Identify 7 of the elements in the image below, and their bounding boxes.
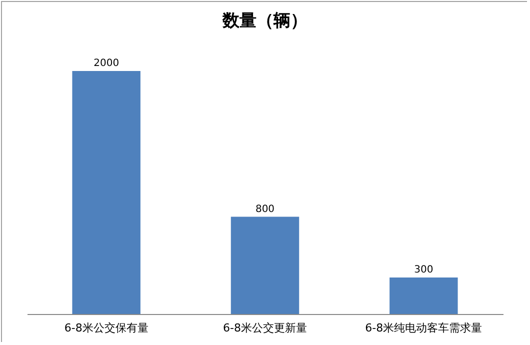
x-tick-label: 6-8米公交保有量 — [64, 322, 148, 334]
x-tick-label: 6-8米公交更新量 — [223, 322, 307, 334]
x-tick-label: 6-8米纯电动客车需求量 — [365, 322, 482, 334]
chart-title: 数量（辆） — [222, 11, 308, 31]
data-label: 2000 — [94, 58, 120, 69]
data-label: 800 — [255, 204, 275, 215]
data-label: 300 — [414, 264, 434, 276]
